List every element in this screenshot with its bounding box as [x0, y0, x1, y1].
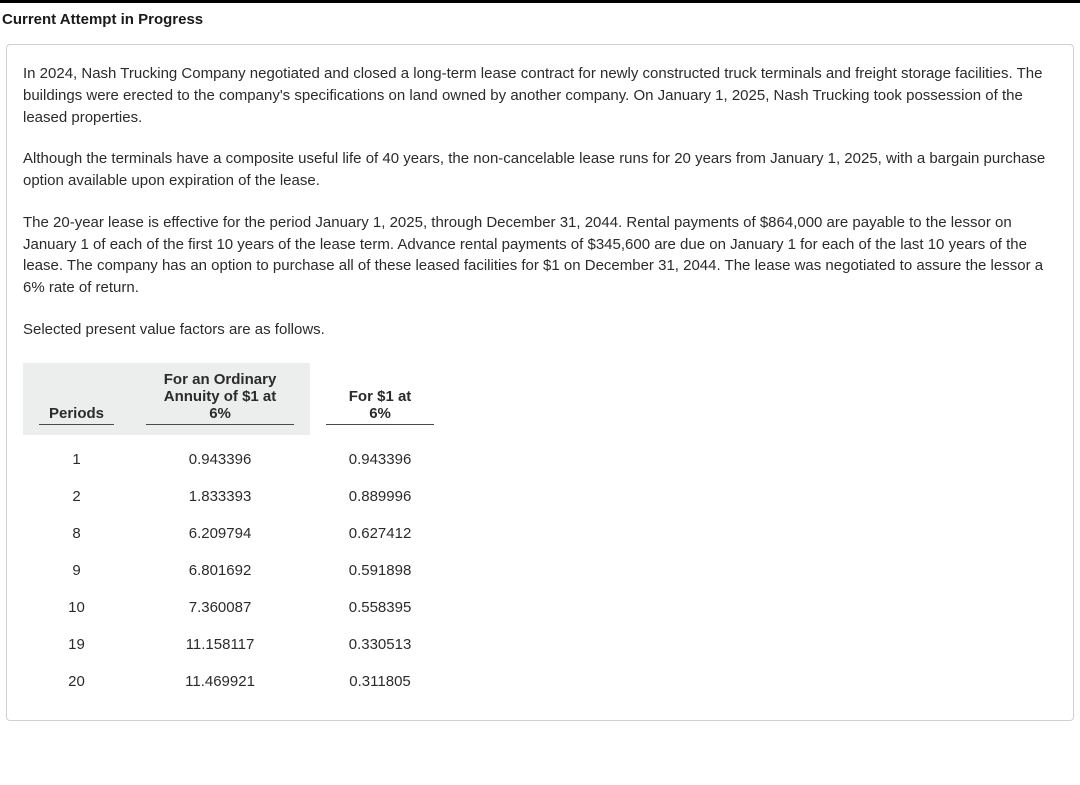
top-bar: Current Attempt in Progress — [0, 0, 1080, 40]
header-periods: Periods — [23, 363, 130, 435]
paragraph-2: Although the terminals have a composite … — [23, 148, 1057, 192]
cell-annuity: 6.801692 — [130, 552, 310, 589]
table-row: 10 7.360087 0.558395 — [23, 589, 450, 626]
table-row: 19 11.158117 0.330513 — [23, 626, 450, 663]
cell-period: 10 — [23, 589, 130, 626]
cell-period: 1 — [23, 435, 130, 478]
cell-single: 0.627412 — [310, 515, 450, 552]
question-content: In 2024, Nash Trucking Company negotiate… — [6, 44, 1074, 721]
cell-single: 0.558395 — [310, 589, 450, 626]
cell-single: 0.330513 — [310, 626, 450, 663]
cell-period: 8 — [23, 515, 130, 552]
paragraph-1: In 2024, Nash Trucking Company negotiate… — [23, 63, 1057, 128]
cell-single: 0.311805 — [310, 663, 450, 700]
present-value-table: Periods For an Ordinary Annuity of $1 at… — [23, 363, 450, 700]
cell-single: 0.889996 — [310, 478, 450, 515]
header-single: For $1 at 6% — [310, 363, 450, 435]
page-heading: Current Attempt in Progress — [0, 11, 1080, 28]
cell-annuity: 1.833393 — [130, 478, 310, 515]
table-row: 20 11.469921 0.311805 — [23, 663, 450, 700]
cell-annuity: 0.943396 — [130, 435, 310, 478]
cell-single: 0.943396 — [310, 435, 450, 478]
paragraph-4: Selected present value factors are as fo… — [23, 319, 1057, 341]
table-row: 2 1.833393 0.889996 — [23, 478, 450, 515]
cell-annuity: 11.469921 — [130, 663, 310, 700]
table-row: 1 0.943396 0.943396 — [23, 435, 450, 478]
table-header-row: Periods For an Ordinary Annuity of $1 at… — [23, 363, 450, 435]
table-row: 8 6.209794 0.627412 — [23, 515, 450, 552]
cell-period: 2 — [23, 478, 130, 515]
cell-annuity: 6.209794 — [130, 515, 310, 552]
paragraph-3: The 20-year lease is effective for the p… — [23, 212, 1057, 299]
table-row: 9 6.801692 0.591898 — [23, 552, 450, 589]
header-annuity: For an Ordinary Annuity of $1 at 6% — [130, 363, 310, 435]
cell-period: 9 — [23, 552, 130, 589]
cell-period: 20 — [23, 663, 130, 700]
table-body: 1 0.943396 0.943396 2 1.833393 0.889996 … — [23, 435, 450, 700]
cell-annuity: 11.158117 — [130, 626, 310, 663]
cell-period: 19 — [23, 626, 130, 663]
cell-single: 0.591898 — [310, 552, 450, 589]
cell-annuity: 7.360087 — [130, 589, 310, 626]
